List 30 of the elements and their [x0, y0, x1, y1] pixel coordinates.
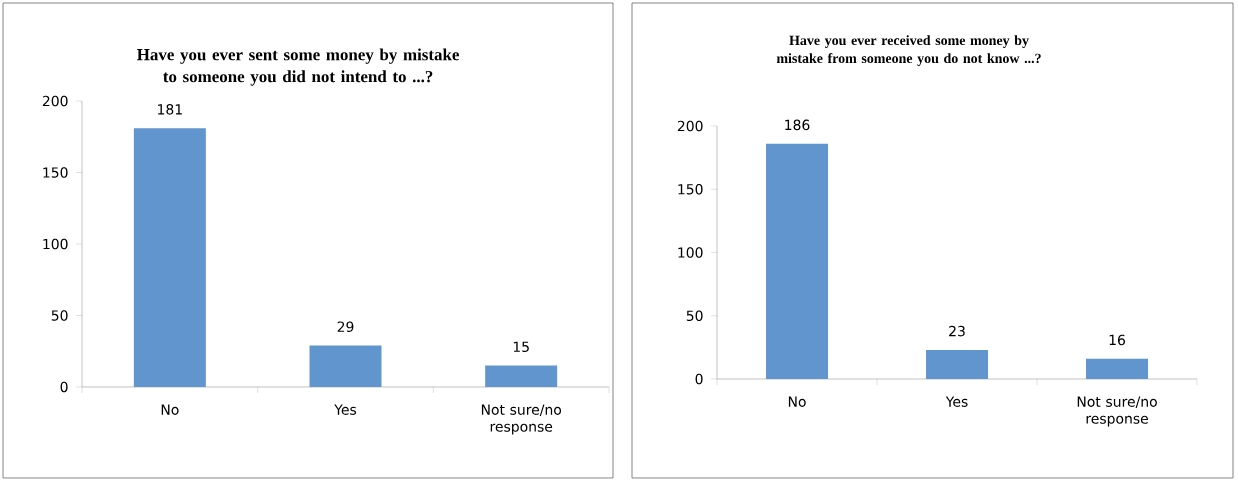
y-tick-label: 50 — [51, 310, 68, 321]
chart-title: Have you ever received some money by mistake from someone you do not know ...? — [776, 35, 1041, 66]
x-tick-label: Not sure/no response — [481, 404, 562, 435]
y-tick-label: 150 — [678, 183, 703, 195]
bar — [133, 128, 206, 387]
bar — [1086, 358, 1149, 379]
y-tick-label: 0 — [695, 373, 703, 385]
y-tick-label: 0 — [60, 381, 68, 393]
bar — [926, 349, 989, 379]
data-label: 181 — [158, 104, 182, 115]
x-tick-label: No — [788, 396, 806, 407]
data-label: 186 — [785, 119, 810, 131]
chart-title: Have you ever sent some money by mistake to someone you did not intend to ...? — [137, 48, 459, 86]
data-label: 15 — [513, 341, 529, 353]
y-tick-label: 100 — [678, 247, 703, 258]
bar — [309, 345, 382, 387]
y-tick-label: 100 — [43, 238, 68, 250]
x-tick-label: No — [161, 404, 179, 415]
data-label: 16 — [1109, 334, 1126, 346]
bar — [766, 143, 829, 379]
x-tick-label: Not sure/no response — [1077, 396, 1157, 427]
bar — [485, 365, 558, 387]
x-tick-label: Yes — [945, 396, 968, 407]
x-tick-label: Yes — [334, 404, 357, 415]
y-tick-label: 150 — [43, 167, 68, 178]
y-tick-label: 50 — [686, 310, 703, 322]
data-label: 29 — [337, 321, 354, 332]
data-label: 23 — [949, 325, 965, 337]
y-tick-label: 200 — [677, 120, 703, 132]
y-tick-label: 200 — [42, 95, 68, 107]
